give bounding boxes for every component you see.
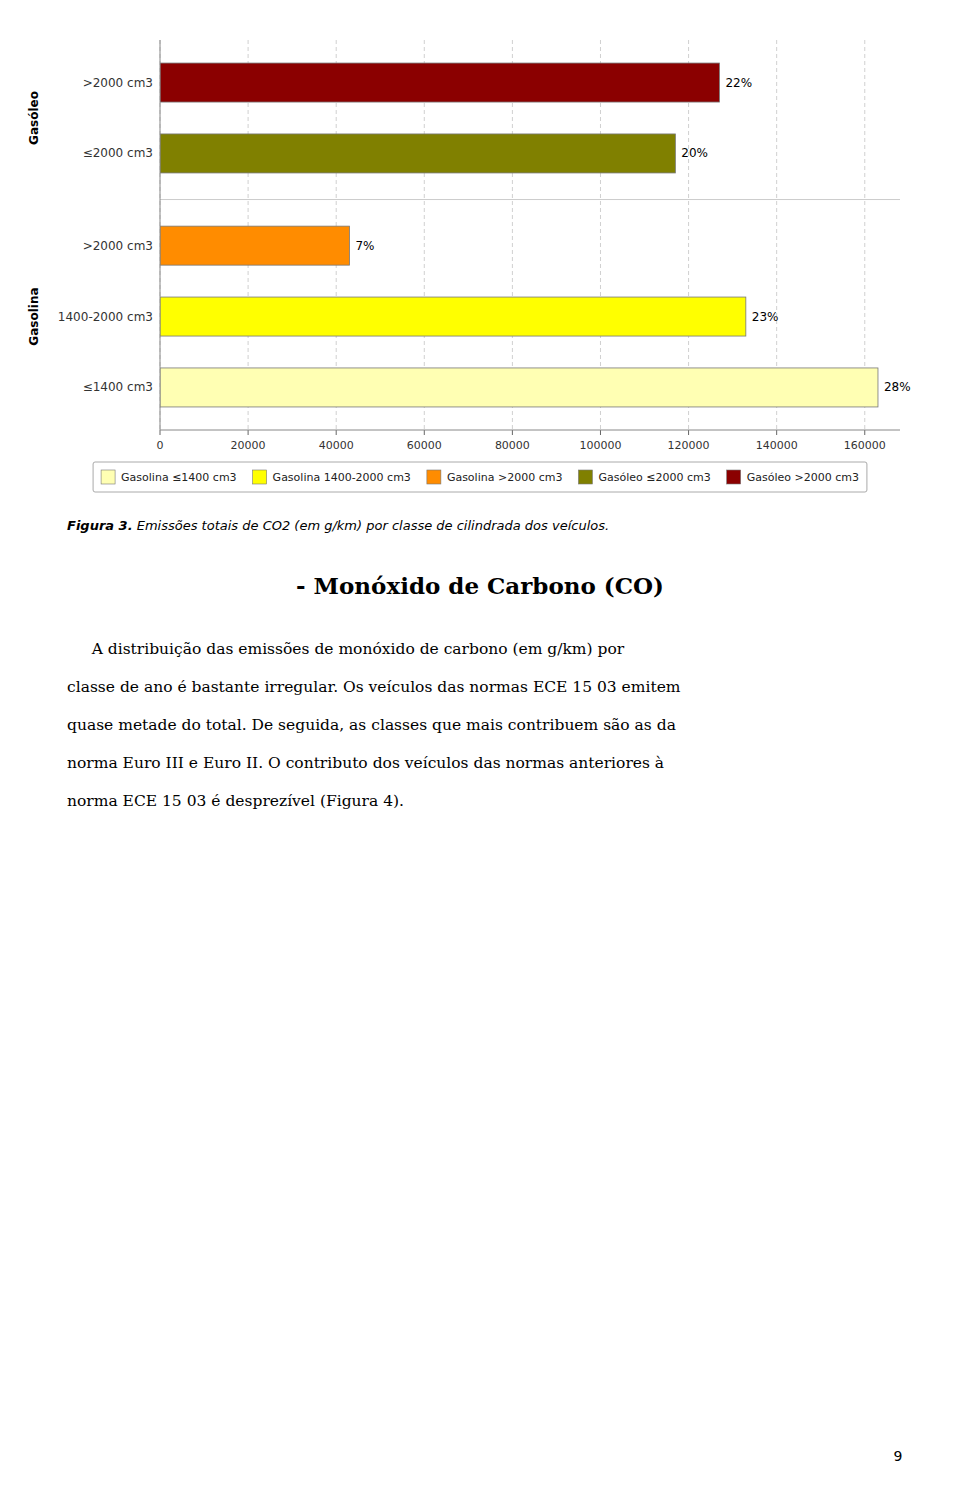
background xyxy=(0,0,960,1486)
tick-mark xyxy=(424,430,425,435)
bar xyxy=(160,134,675,173)
body-text: quase metade do total. De seguida, as cl… xyxy=(67,716,676,734)
group-label: Gasolina xyxy=(27,287,41,345)
grid-line xyxy=(160,40,161,430)
percentage-label: 23% xyxy=(752,310,779,324)
caption: Figura 3. Emissões totais de CO2 (em g/k… xyxy=(67,518,609,533)
tick-mark xyxy=(512,430,513,435)
tick-mark xyxy=(864,430,865,435)
category-label: ≤1400 cm3 xyxy=(83,380,153,394)
percentage-label: 22% xyxy=(725,76,752,90)
tick-label: 100000 xyxy=(579,439,621,452)
tick-label: 0 xyxy=(157,439,164,452)
legend-swatch xyxy=(101,470,115,484)
section-title: - Monóxido de Carbono (CO) xyxy=(296,572,664,599)
legend-label: Gasolina 1400-2000 cm3 xyxy=(273,471,411,484)
legend-swatch xyxy=(727,470,741,484)
tick-label: 160000 xyxy=(844,439,886,452)
legend-swatch xyxy=(427,470,441,484)
page-number: 9 xyxy=(894,1448,903,1464)
tick-mark xyxy=(776,430,777,435)
bar xyxy=(160,226,349,265)
percentage-label: 20% xyxy=(681,146,708,160)
body-text: norma ECE 15 03 é desprezível (Figura 4)… xyxy=(67,792,404,810)
legend-label: Gasóleo ≤2000 cm3 xyxy=(598,471,710,484)
tick-label: 60000 xyxy=(407,439,442,452)
chart: 0 20000 40000 60000 80000 100000 120000 140000 1… xyxy=(27,40,911,452)
tick-mark xyxy=(248,430,249,435)
tick-label: 120000 xyxy=(668,439,710,452)
percentage-label: 28% xyxy=(884,380,911,394)
page: 0 20000 40000 60000 80000 100000 120000 140000 1… xyxy=(0,0,960,1486)
category-label: >2000 cm3 xyxy=(83,76,153,90)
tick-label: 20000 xyxy=(231,439,266,452)
group-separator xyxy=(160,199,900,200)
x-axis xyxy=(160,430,900,431)
category-label: ≤2000 cm3 xyxy=(83,146,153,160)
legend-swatch xyxy=(578,470,592,484)
category-label: >2000 cm3 xyxy=(83,239,153,253)
tick-mark xyxy=(160,430,161,435)
bar xyxy=(160,63,719,102)
legend-frame xyxy=(93,462,867,492)
group-label: Gasóleo xyxy=(27,91,41,145)
caption-text: Emissões totais de CO2 (em g/km) por cla… xyxy=(133,518,610,533)
y-axis xyxy=(160,40,161,430)
legend-label: Gasóleo >2000 cm3 xyxy=(747,471,859,484)
tick-mark xyxy=(600,430,601,435)
body-text: A distribuição das emissões de monóxido … xyxy=(67,640,625,658)
body-text: classe de ano é bastante irregular. Os v… xyxy=(67,678,681,696)
legend-label: Gasolina >2000 cm3 xyxy=(447,471,563,484)
tick-mark xyxy=(336,430,337,435)
legend-label: Gasolina ≤1400 cm3 xyxy=(121,471,237,484)
legend-swatch xyxy=(253,470,267,484)
tick-label: 80000 xyxy=(495,439,530,452)
caption-label: Figura 3. xyxy=(67,518,133,533)
tick-mark xyxy=(688,430,689,435)
legend: Gasolina ≤1400 cm3 Gasolina 1400-2000 cm3… xyxy=(93,462,867,492)
bars xyxy=(160,63,878,407)
percentage-label: 7% xyxy=(355,239,374,253)
category-label: 1400-2000 cm3 xyxy=(58,310,153,324)
bar xyxy=(160,297,746,336)
bar xyxy=(160,368,878,407)
body-text: norma Euro III e Euro II. O contributo d… xyxy=(67,754,664,772)
tick-label: 40000 xyxy=(319,439,354,452)
tick-label: 140000 xyxy=(756,439,798,452)
